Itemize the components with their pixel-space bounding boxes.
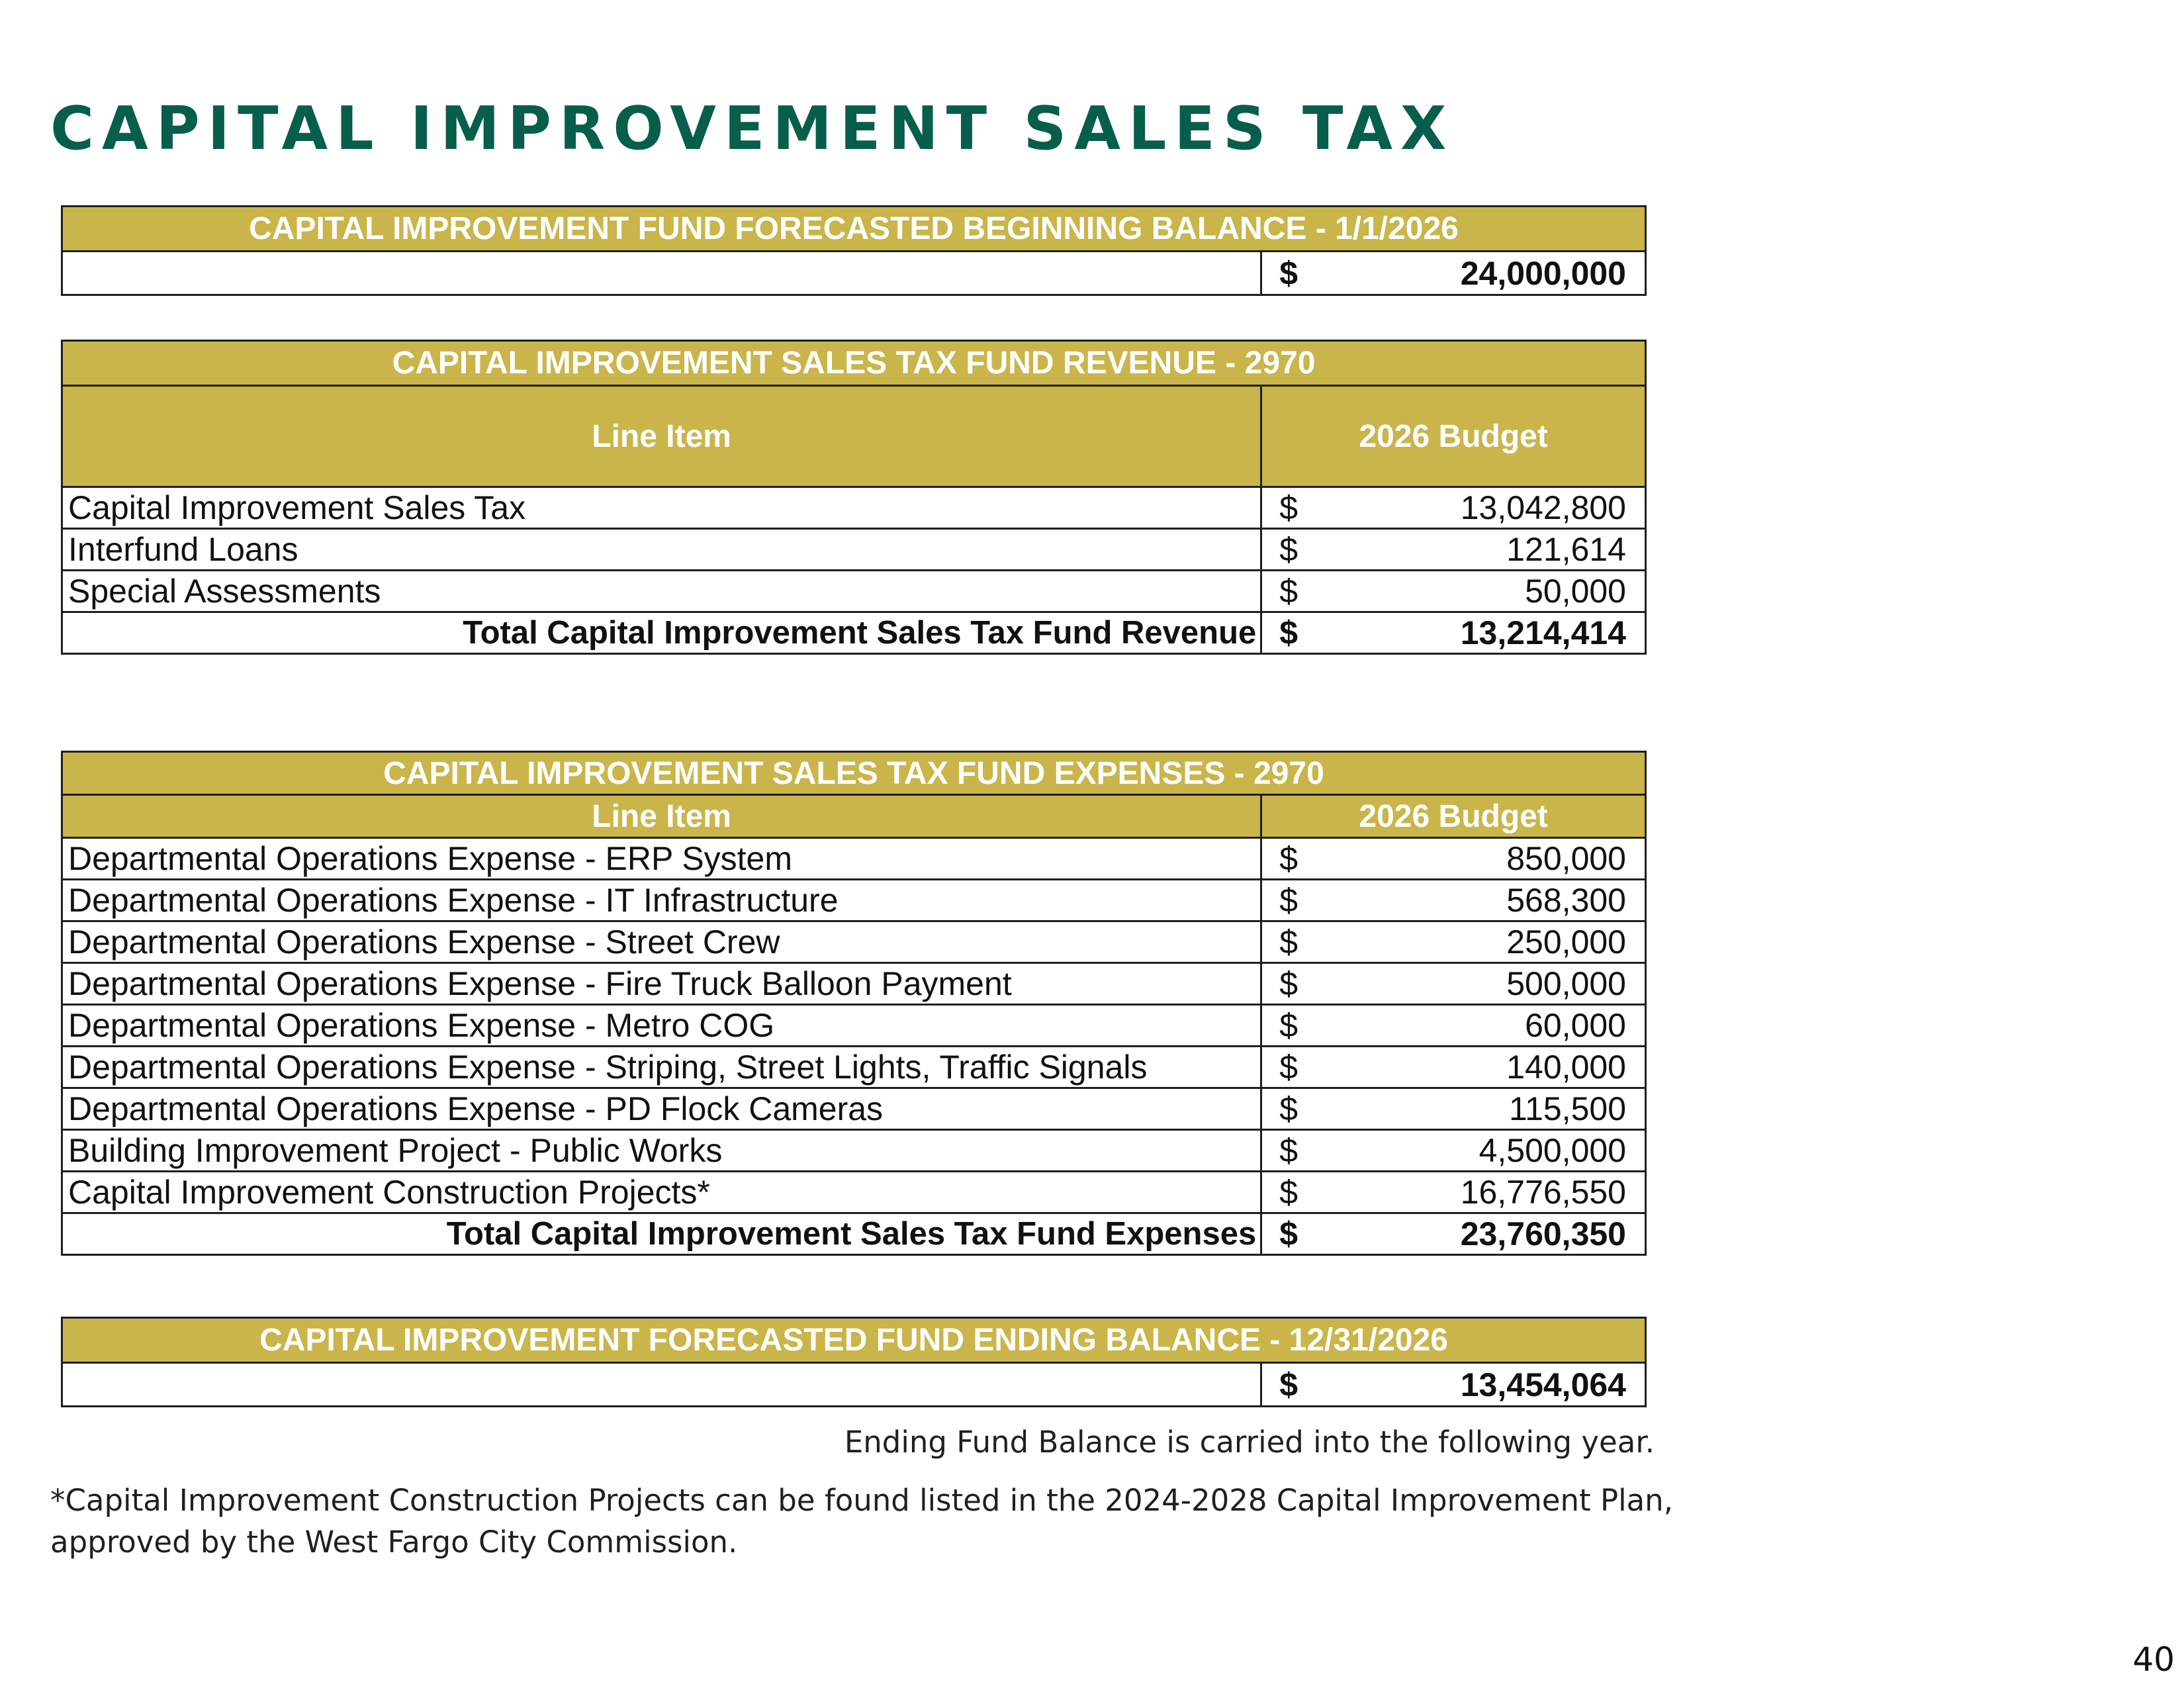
currency-symbol: $ (1279, 882, 1298, 919)
revenue-amount-cell: $50,000 (1260, 569, 1647, 613)
beginning-balance-blank-cell (60, 250, 1263, 296)
expense-line-item: Departmental Operations Expense - Metro … (60, 1004, 1263, 1047)
expenses-total-amount-cell: $ 23,760,350 (1260, 1212, 1647, 1256)
expense-amount-cell: $568,300 (1260, 878, 1647, 922)
currency-symbol: $ (1279, 965, 1298, 1002)
page-title: CAPITAL IMPROVEMENT SALES TAX (50, 94, 1455, 164)
table-row: Special Assessments $50,000 (60, 569, 1647, 613)
expense-amount: 250,000 (1506, 923, 1626, 961)
ending-balance-amount: 13,454,064 (1460, 1366, 1626, 1403)
table-row: Departmental Operations Expense - ERP Sy… (60, 837, 1647, 880)
ending-balance-amount-cell: $ 13,454,064 (1260, 1362, 1647, 1407)
expense-line-item: Capital Improvement Construction Project… (60, 1170, 1263, 1214)
currency-symbol: $ (1279, 923, 1298, 961)
expense-line-item: Departmental Operations Expense - Stripi… (60, 1045, 1263, 1089)
currency-symbol: $ (1279, 573, 1298, 610)
table-row: Capital Improvement Construction Project… (60, 1170, 1647, 1214)
expenses-col-line-item: Line Item (60, 794, 1263, 839)
currency-symbol: $ (1279, 1132, 1298, 1169)
revenue-line-item: Special Assessments (60, 569, 1263, 613)
table-row: Departmental Operations Expense - Metro … (60, 1004, 1647, 1047)
expense-amount: 850,000 (1506, 840, 1626, 877)
footnote-line-1: *Capital Improvement Construction Projec… (50, 1483, 1673, 1518)
expense-line-item: Departmental Operations Expense - Street… (60, 920, 1263, 964)
revenue-amount: 121,614 (1506, 531, 1626, 568)
table-row: Departmental Operations Expense - Stripi… (60, 1045, 1647, 1089)
revenue-col-budget: 2026 Budget (1260, 385, 1647, 488)
expense-line-item: Departmental Operations Expense - ERP Sy… (60, 837, 1263, 880)
revenue-total-amount: 13,214,414 (1460, 614, 1626, 651)
beginning-balance-amount: 24,000,000 (1460, 254, 1626, 292)
expense-amount: 500,000 (1506, 965, 1626, 1002)
expense-line-item: Departmental Operations Expense - Fire T… (60, 962, 1263, 1006)
expense-line-item: Departmental Operations Expense - PD Flo… (60, 1087, 1263, 1131)
beginning-balance-amount-cell: $ 24,000,000 (1260, 250, 1647, 296)
expense-amount-cell: $850,000 (1260, 837, 1647, 880)
ending-balance-table: CAPITAL IMPROVEMENT FORECASTED FUND ENDI… (60, 1317, 1647, 1407)
expense-amount-cell: $16,776,550 (1260, 1170, 1647, 1214)
expense-amount: 60,000 (1525, 1007, 1626, 1044)
currency-symbol: $ (1279, 254, 1298, 292)
expense-amount-cell: $60,000 (1260, 1004, 1647, 1047)
revenue-amount: 13,042,800 (1460, 489, 1626, 526)
revenue-amount-cell: $121,614 (1260, 528, 1647, 571)
page-number: 40 (2132, 1640, 2175, 1679)
expense-amount-cell: $250,000 (1260, 920, 1647, 964)
beginning-balance-header: CAPITAL IMPROVEMENT FUND FORECASTED BEGI… (61, 205, 1647, 252)
table-row: Interfund Loans $121,614 (60, 528, 1647, 571)
revenue-line-item: Capital Improvement Sales Tax (60, 486, 1263, 530)
currency-symbol: $ (1279, 840, 1298, 877)
table-row: Departmental Operations Expense - PD Flo… (60, 1087, 1647, 1131)
beginning-balance-table: CAPITAL IMPROVEMENT FUND FORECASTED BEGI… (60, 205, 1647, 296)
expenses-header: CAPITAL IMPROVEMENT SALES TAX FUND EXPEN… (61, 751, 1647, 796)
table-row: Departmental Operations Expense - Fire T… (60, 962, 1647, 1006)
table-row: Building Improvement Project - Public Wo… (60, 1129, 1647, 1172)
revenue-total-amount-cell: $ 13,214,414 (1260, 611, 1647, 655)
expense-amount-cell: $4,500,000 (1260, 1129, 1647, 1172)
carryover-note: Ending Fund Balance is carried into the … (844, 1425, 1655, 1460)
currency-symbol: $ (1279, 1366, 1298, 1403)
expense-amount: 115,500 (1508, 1090, 1626, 1127)
revenue-amount-cell: $13,042,800 (1260, 486, 1647, 530)
currency-symbol: $ (1279, 1049, 1298, 1086)
revenue-header: CAPITAL IMPROVEMENT SALES TAX FUND REVEN… (61, 340, 1647, 387)
revenue-line-item: Interfund Loans (60, 528, 1263, 571)
revenue-col-line-item: Line Item (60, 385, 1263, 488)
revenue-amount: 50,000 (1525, 573, 1626, 610)
expense-amount-cell: $500,000 (1260, 962, 1647, 1006)
currency-symbol: $ (1279, 531, 1298, 568)
revenue-total-label: Total Capital Improvement Sales Tax Fund… (60, 611, 1263, 655)
currency-symbol: $ (1279, 1215, 1298, 1252)
footnote-line-2: approved by the West Fargo City Commissi… (50, 1524, 738, 1560)
ending-balance-blank-cell (60, 1362, 1263, 1407)
currency-symbol: $ (1279, 614, 1298, 651)
table-row: Capital Improvement Sales Tax $13,042,800 (60, 486, 1647, 530)
expense-amount: 568,300 (1506, 882, 1626, 919)
expenses-total-label: Total Capital Improvement Sales Tax Fund… (60, 1212, 1263, 1256)
currency-symbol: $ (1279, 1174, 1298, 1211)
expense-line-item: Building Improvement Project - Public Wo… (60, 1129, 1263, 1172)
expenses-total-amount: 23,760,350 (1460, 1215, 1626, 1252)
expense-amount-cell: $140,000 (1260, 1045, 1647, 1089)
currency-symbol: $ (1279, 1007, 1298, 1044)
expense-line-item: Departmental Operations Expense - IT Inf… (60, 878, 1263, 922)
expenses-table: CAPITAL IMPROVEMENT SALES TAX FUND EXPEN… (60, 751, 1647, 1256)
currency-symbol: $ (1279, 489, 1298, 526)
table-row: Departmental Operations Expense - Street… (60, 920, 1647, 964)
expense-amount: 16,776,550 (1460, 1174, 1626, 1211)
ending-balance-header: CAPITAL IMPROVEMENT FORECASTED FUND ENDI… (61, 1317, 1647, 1364)
expenses-col-budget: 2026 Budget (1260, 794, 1647, 839)
expense-amount: 140,000 (1506, 1049, 1626, 1086)
revenue-table: CAPITAL IMPROVEMENT SALES TAX FUND REVEN… (60, 340, 1647, 655)
table-row: Departmental Operations Expense - IT Inf… (60, 878, 1647, 922)
expense-amount: 4,500,000 (1479, 1132, 1626, 1169)
currency-symbol: $ (1279, 1090, 1298, 1127)
expense-amount-cell: $115,500 (1260, 1087, 1647, 1131)
